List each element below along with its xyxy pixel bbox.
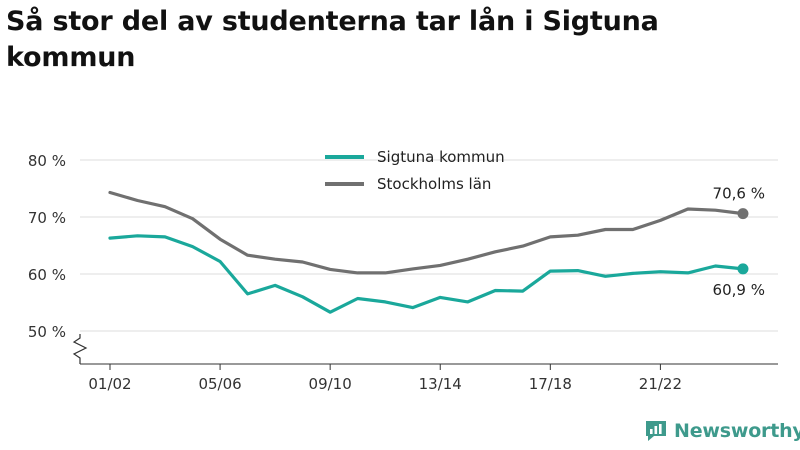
y-axis-break [72, 334, 88, 364]
series-end-label: 60,9 % [713, 281, 765, 299]
x-tick-label: 17/18 [529, 375, 572, 393]
x-tick-label: 13/14 [419, 375, 462, 393]
x-tick-label: 09/10 [309, 375, 352, 393]
series-end-point-sigtuna-kommun [737, 263, 749, 275]
legend-label: Sigtuna kommun [377, 148, 505, 166]
brand-name: Newsworthy [674, 420, 800, 442]
newsworthy-logo-icon [646, 421, 666, 441]
x-tick-label: 01/02 [88, 375, 131, 393]
y-tick-label: 80 % [28, 152, 66, 170]
x-tick-label: 21/22 [639, 375, 682, 393]
series-end-point-stockholms-län [737, 208, 749, 220]
y-tick-label: 60 % [28, 266, 66, 284]
newsworthy-logo: Newsworthy [644, 419, 800, 443]
series-line-stockholms-län [108, 190, 745, 275]
legend-label: Stockholms län [377, 175, 491, 193]
y-tick-label: 50 % [28, 323, 66, 341]
y-tick-label: 70 % [28, 209, 66, 227]
series-line-sigtuna-kommun [108, 234, 745, 314]
chart-title: Så stor del av studenterna tar lån i Sig… [6, 6, 659, 73]
x-tick-label: 05/06 [198, 375, 241, 393]
series-end-label: 70,6 % [713, 185, 765, 203]
